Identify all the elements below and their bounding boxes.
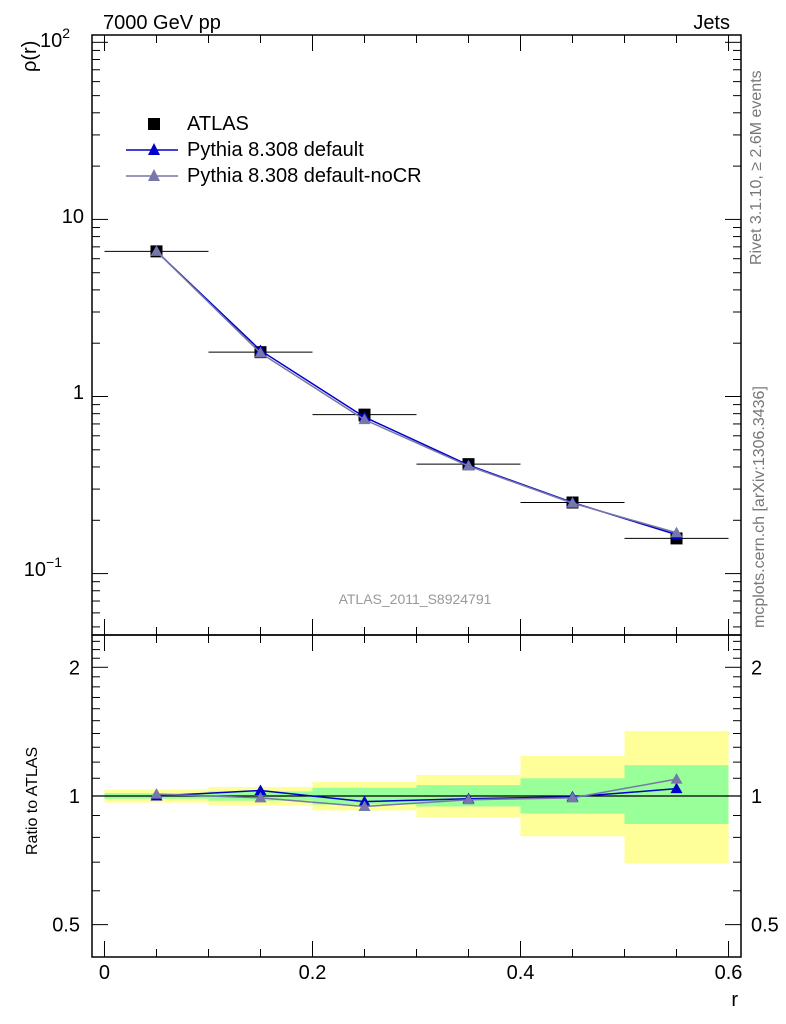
ratio-ytick-label-left: 1 [69,786,80,808]
ratio-nocr-point [150,788,163,799]
main-series [104,245,729,545]
ytick-label-1: 1 [73,382,84,404]
default-line [155,250,677,536]
legend-default-marker [148,143,160,155]
ratio-nocr-line [156,778,677,808]
ratio-default-point [670,782,683,794]
nocr-point [566,497,579,508]
ratio-default-line [156,787,677,803]
ratio-default-point [254,784,267,795]
watermark: ATLAS_2011_S8924791 [339,591,492,607]
main-axis-ticks [92,35,741,635]
legend-default-label: Pythia 8.308 default [187,139,364,161]
nocr-point [150,245,163,256]
legend: ATLAS Pythia 8.308 default Pythia 8.308 … [126,113,422,187]
ratio-ytick-label-left: 0.5 [52,915,80,937]
ratio-nocr-point [566,791,579,803]
ratio-panel: 0.5 0.5 1 1 2 2 0 0.2 0.4 0.6 Ratio to ATLAS r [24,634,779,1011]
ytick-label-0p1: 10−1 [24,554,62,581]
ratio-nocr-point [358,800,371,811]
nocr-point [358,413,371,425]
ratio-xtick-label: 0.4 [507,962,535,984]
ratio-xtick-label: 0.2 [299,962,327,984]
ratio-series [150,773,683,811]
ratio-nocr-point [670,773,683,784]
ratio-tick-labels: 0.5 0.5 1 1 2 2 0 0.2 0.4 0.6 [52,657,779,984]
ratio-ytick-label-right: 2 [751,657,762,679]
ratio-axis-ticks [92,635,741,957]
ratio-ytick-label-right: 1 [751,786,762,808]
legend-atlas-marker [148,118,160,130]
nocr-point [670,526,683,538]
header-left-title: 7000 GeV pp [103,12,221,34]
nocr-point [462,460,475,471]
main-ytick-labels: 102 10 1 10−1 [24,25,84,581]
ratio-bands [104,730,729,864]
ratio-ytick-label-left: 2 [69,657,80,679]
rivet-label: Rivet 3.1.10, ≥ 2.6M events [748,70,765,265]
ytick-label-10: 10 [62,206,84,228]
ratio-ytick-label-right: 0.5 [751,915,779,937]
legend-nocr-marker [148,169,160,181]
ytick-label-100: 102 [40,25,70,52]
ratio-nocr-point [462,793,475,805]
ratio-xlabel: r [731,989,738,1011]
ratio-nocr-point [254,791,267,803]
legend-atlas-label: ATLAS [187,113,249,135]
ratio-xtick-label: 0 [99,962,110,984]
ratio-xtick-label: 0.6 [715,962,743,984]
legend-nocr-label: Pythia 8.308 default-noCR [187,165,422,187]
nocr-line [155,250,677,534]
nocr-point [254,347,267,358]
main-ylabel: ρ(r) [19,41,41,72]
mcplots-label: mcplots.cern.ch [arXiv:1306.3436] [751,386,768,628]
main-panel: 102 10 1 10−1 ρ(r) ATLAS_2011_S8924791 A… [19,25,742,636]
ratio-ylabel: Ratio to ATLAS [24,747,41,855]
header-right-title: Jets [693,12,730,34]
